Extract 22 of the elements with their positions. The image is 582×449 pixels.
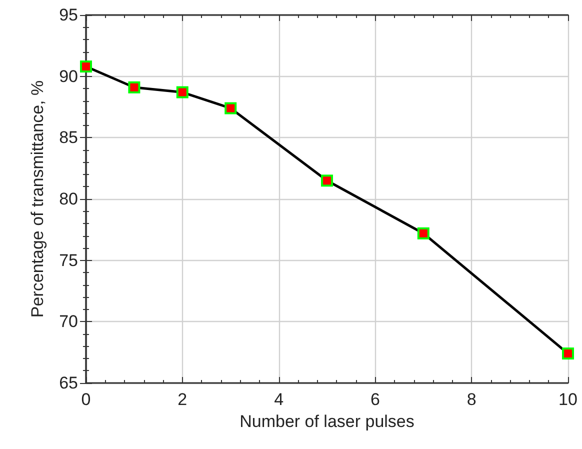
- y-axis-title: Percentage of transmittance, %: [28, 80, 47, 318]
- point: [562, 348, 574, 360]
- x-tick-label: 6: [370, 390, 380, 409]
- x-tick-label: 10: [558, 390, 578, 409]
- point: [128, 81, 140, 94]
- y-tick-label: 95: [59, 6, 78, 24]
- x-tick-label: 8: [466, 390, 476, 409]
- x-axis-title: Number of laser pulses: [240, 412, 414, 431]
- point: [224, 102, 237, 114]
- y-tick-label: 70: [59, 312, 78, 332]
- x-tick-label: 2: [178, 390, 188, 409]
- y-tick-label: 65: [59, 374, 78, 392]
- point: [80, 60, 92, 73]
- y-tick-label: 80: [59, 190, 78, 208]
- x-tick-label: 4: [274, 390, 284, 409]
- point: [321, 174, 333, 187]
- point: [417, 227, 430, 240]
- y-tick-label: 90: [59, 66, 78, 86]
- y-tick-label: 85: [59, 128, 78, 148]
- point: [176, 86, 188, 98]
- x-tick-label: 0: [81, 390, 91, 409]
- y-tick-label: 75: [59, 250, 78, 270]
